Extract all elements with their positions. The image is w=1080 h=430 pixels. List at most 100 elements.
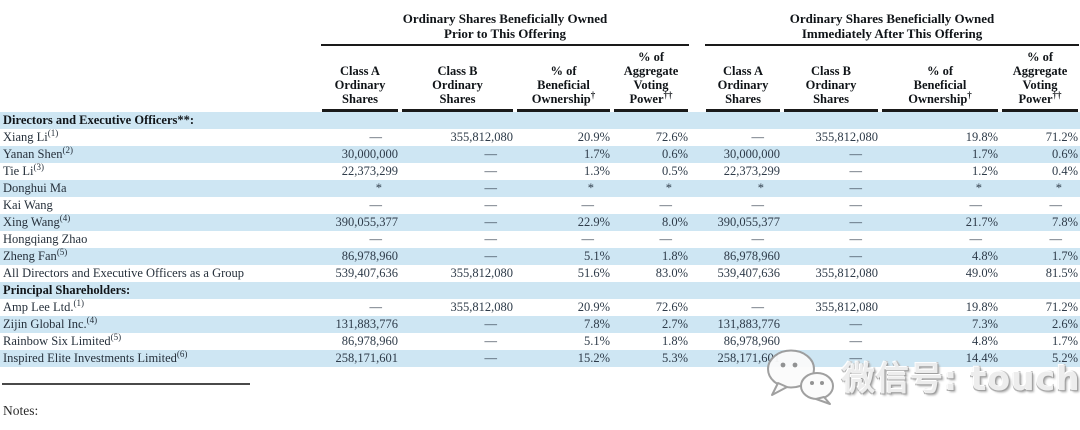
spacer-cell [690,231,704,248]
spacer-cell [690,265,704,282]
cell-classB-prior: — [484,198,498,212]
shareholder-name: Tie Li(3) [3,163,44,178]
cell-beneficial-prior: 1.7% [583,147,610,161]
cell-beneficial-after: 14.4% [965,351,999,365]
shareholder-name: Xing Wang(4) [3,214,71,229]
footnote-ref: (2) [62,146,74,155]
spacer-cell [690,129,704,146]
spacer-cell [690,316,704,333]
col-header-classA-prior: Class A Ordinary Shares [320,46,400,112]
shareholder-name: Directors and Executive Officers**: [3,113,195,127]
cell-beneficial-after: — [969,232,983,246]
cell-classB-prior [400,282,515,299]
cell-beneficial-after: 19.8% [965,130,999,144]
table-body: Directors and Executive Officers**: Xian… [0,112,1080,367]
shareholder-name: Amp Lee Ltd.(1) [3,299,84,314]
cell-classA-after: — [751,130,765,144]
group-header-prior-line2: Prior to This Offering [444,26,566,41]
cell-beneficial-prior: 5.1% [583,249,610,263]
cell-beneficial-after: 4.8% [971,249,999,263]
spacer-cell [690,333,704,350]
cell-classA-prior: — [369,300,383,314]
cell-classA-after: 390,055,377 [717,215,781,229]
footnote-ref: (5) [110,333,122,342]
cell-classB-after: — [849,215,863,229]
table-row: Principal Shareholders: [0,282,1080,299]
cell-classB-after: — [849,164,863,178]
cell-beneficial-prior [515,282,612,299]
cell-beneficial-prior: 22.9% [577,215,610,229]
group-header-prior-line1: Ordinary Shares Beneficially Owned [402,11,608,26]
shareholder-name: All Directors and Executive Officers as … [3,266,245,280]
cell-classB-prior: — [484,249,498,263]
cell-voting-after: — [1049,198,1063,212]
spacer-cell [690,299,704,316]
cell-beneficial-after: 4.8% [971,334,999,348]
cell-beneficial-prior: 15.2% [577,351,610,365]
cell-voting-after [1000,282,1080,299]
spacer-cell [690,112,704,129]
group-header-row: Ordinary Shares Beneficially Owned Prior… [0,0,1080,46]
table-row: All Directors and Executive Officers as … [0,265,1080,282]
cell-beneficial-after: * [975,181,983,195]
spacer-cell [690,197,704,214]
cell-classB-after: 355,812,080 [815,266,879,280]
wechat-icon [767,349,834,405]
footnote-ref: (1) [73,299,84,308]
cell-beneficial-prior: * [587,181,594,195]
cell-voting-after: 81.5% [1045,266,1079,280]
table-row: Amp Lee Ltd.(1) — 355,812,080 20.9% 72.6… [0,299,1080,316]
spacer-cell [690,146,704,163]
cell-classB-prior [400,112,515,129]
footnote-ref: (1) [47,129,59,138]
name-column-header [0,0,320,46]
cell-beneficial-after: 1.2% [971,164,999,178]
cell-beneficial-prior: 5.1% [583,334,610,348]
footnote-ref: (6) [176,350,188,359]
shareholder-name: Zheng Fan(5) [3,248,68,263]
watermark: 微信号: touchweb [764,347,1080,405]
cell-classB-after: — [849,181,863,195]
col-header-classA-after: Class A Ordinary Shares [704,46,782,112]
cell-voting-after: 1.7% [1051,334,1079,348]
shareholder-name: Hongqiang Zhao [3,232,88,246]
shareholder-name: Donghui Ma [3,181,67,195]
cell-voting-after: 71.2% [1045,300,1079,314]
group-header-after-line1: Ordinary Shares Beneficially Owned [789,11,995,26]
cell-classA-after: — [751,300,765,314]
group-gap [690,0,704,46]
cell-classB-after [782,112,880,129]
spacer-cell [690,214,704,231]
cell-voting-after: 1.7% [1051,249,1079,263]
cell-classA-after: 258,171,601 [717,351,781,365]
cell-beneficial-prior: 20.9% [577,300,610,314]
cell-classA-prior: 258,171,601 [335,351,399,365]
shareholder-name: Kai Wang [3,198,53,212]
cell-voting-prior: 1.8% [661,334,689,348]
cell-classA-prior: 131,883,776 [335,317,399,331]
table-row: Yanan Shen(2) 30,000,000 — 1.7% 0.6% 30,… [0,146,1080,163]
cell-beneficial-prior: 1.3% [583,164,610,178]
notes-label: Notes: [3,403,39,418]
col-header-classB-after: Class B Ordinary Shares [782,46,880,112]
watermark-text: 微信号: touchweb [842,359,1080,398]
spacer-cell [690,180,704,197]
cell-voting-after: 2.6% [1051,317,1079,331]
group-header-after: Ordinary Shares Beneficially Owned Immed… [704,0,1080,46]
cell-beneficial-after: — [969,198,983,212]
ownership-table: Ordinary Shares Beneficially Owned Prior… [0,0,1080,367]
shareholder-name: Inspired Elite Investments Limited(6) [3,350,188,365]
column-header-row: Class A Ordinary Shares Class B Ordinary… [0,46,1080,112]
cell-classB-prior: — [484,232,498,246]
cell-classA-prior: 86,978,960 [341,249,398,263]
cell-classA-after: 86,978,960 [723,334,781,348]
cell-classB-after [782,282,880,299]
table-row: Directors and Executive Officers**: [0,112,1080,129]
cell-beneficial-after: 49.0% [965,266,999,280]
cell-classB-prior: — [484,351,498,365]
cell-classA-after: * [757,181,765,195]
cell-classA-after: 30,000,000 [723,147,781,161]
cell-classB-after: 355,812,080 [815,300,879,314]
group-gap [690,46,704,112]
cell-classB-prior: 355,812,080 [450,130,514,144]
